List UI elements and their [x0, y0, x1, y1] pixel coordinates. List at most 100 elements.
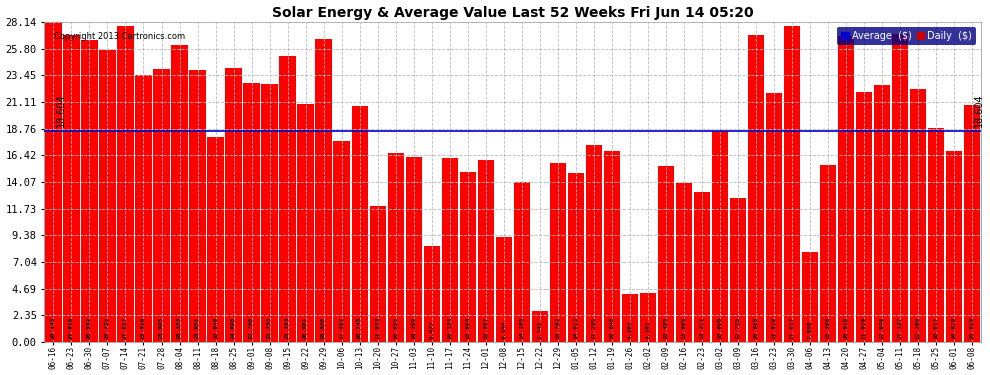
Text: 7.899: 7.899	[807, 320, 813, 339]
Text: 27.127: 27.127	[897, 316, 902, 339]
Bar	[261, 84, 277, 342]
Text: 22.733: 22.733	[267, 316, 272, 339]
Text: 26.916: 26.916	[843, 316, 848, 339]
Text: 11.933: 11.933	[375, 316, 380, 339]
Text: 27.817: 27.817	[789, 316, 794, 339]
Bar	[477, 160, 494, 342]
Bar	[855, 92, 872, 342]
Bar	[604, 151, 620, 342]
Text: 12.718: 12.718	[736, 316, 741, 339]
Bar	[226, 68, 242, 342]
Bar	[99, 50, 116, 342]
Legend: Average  ($), Daily  ($): Average ($), Daily ($)	[838, 27, 976, 45]
Text: 25.722: 25.722	[105, 316, 110, 339]
Text: 4.281: 4.281	[645, 320, 650, 339]
Text: 4.203: 4.203	[628, 320, 633, 339]
Bar	[964, 105, 980, 342]
Bar	[820, 165, 836, 342]
Text: 26.153: 26.153	[177, 316, 182, 339]
Bar	[208, 137, 224, 342]
Text: 25.193: 25.193	[285, 316, 290, 339]
Bar	[694, 192, 710, 342]
Bar	[622, 294, 638, 342]
Text: 15.004: 15.004	[465, 316, 470, 339]
Text: 16.154: 16.154	[447, 316, 452, 339]
Bar	[171, 45, 188, 342]
Text: 23.518: 23.518	[141, 316, 146, 339]
Text: 27.817: 27.817	[123, 316, 128, 339]
Bar	[567, 172, 584, 342]
Text: 24.098: 24.098	[231, 316, 236, 339]
Bar	[316, 39, 332, 342]
Text: 14.912: 14.912	[573, 316, 578, 339]
Text: 17.295: 17.295	[591, 316, 596, 339]
Bar	[406, 157, 422, 342]
Text: 16.269: 16.269	[411, 316, 416, 339]
Text: 26.980: 26.980	[753, 316, 758, 339]
Text: 22.646: 22.646	[879, 316, 884, 339]
Bar	[81, 40, 98, 342]
Bar	[297, 104, 314, 342]
Bar	[549, 163, 566, 342]
Text: 2.745: 2.745	[538, 320, 543, 339]
Text: 28.143: 28.143	[50, 316, 56, 339]
Bar	[63, 35, 79, 342]
Bar	[910, 88, 926, 342]
Text: 23.985: 23.985	[159, 316, 164, 339]
Text: 22.768: 22.768	[249, 316, 254, 339]
Bar	[244, 83, 259, 342]
Text: 16.655: 16.655	[393, 316, 398, 339]
Title: Solar Energy & Average Value Last 52 Weeks Fri Jun 14 05:20: Solar Energy & Average Value Last 52 Wee…	[272, 6, 753, 20]
Text: 21.919: 21.919	[771, 316, 776, 339]
Text: 18.817: 18.817	[934, 316, 939, 339]
Bar	[838, 36, 854, 342]
Bar	[747, 35, 764, 342]
Text: 8.477: 8.477	[429, 320, 435, 339]
Bar	[928, 128, 944, 342]
Bar	[369, 206, 386, 342]
Bar	[657, 166, 674, 342]
Bar	[424, 246, 440, 342]
Text: 27.018: 27.018	[69, 316, 74, 339]
Text: 18.604: 18.604	[974, 93, 984, 127]
Text: 26.552: 26.552	[87, 316, 92, 339]
Bar	[675, 183, 692, 342]
Text: 13.960: 13.960	[681, 316, 686, 339]
Text: 15.987: 15.987	[483, 316, 488, 339]
Text: 20.745: 20.745	[357, 316, 362, 339]
Bar	[892, 34, 908, 342]
Bar	[118, 26, 134, 342]
Text: 16.845: 16.845	[609, 316, 614, 339]
Bar	[730, 198, 745, 342]
Bar	[387, 153, 404, 342]
Text: 20.981: 20.981	[303, 316, 308, 339]
Bar	[945, 151, 962, 342]
Text: 18.600: 18.600	[718, 316, 723, 339]
Text: 16.820: 16.820	[951, 316, 956, 339]
Bar	[279, 56, 296, 342]
Text: 15.495: 15.495	[663, 316, 668, 339]
Bar	[46, 22, 61, 342]
Bar	[784, 26, 800, 342]
Text: 26.666: 26.666	[321, 316, 326, 339]
Bar	[442, 158, 457, 342]
Bar	[712, 130, 728, 342]
Bar	[153, 69, 169, 342]
Bar	[496, 237, 512, 342]
Text: 21.959: 21.959	[861, 316, 866, 339]
Bar	[532, 311, 547, 342]
Bar	[514, 182, 530, 342]
Text: 22.296: 22.296	[916, 316, 921, 339]
Text: 18.049: 18.049	[213, 316, 218, 339]
Bar	[765, 93, 782, 342]
Bar	[874, 85, 890, 342]
Bar	[640, 294, 655, 342]
Text: 20.820: 20.820	[969, 316, 974, 339]
Text: 13.221: 13.221	[699, 316, 704, 339]
Text: 15.568: 15.568	[826, 316, 831, 339]
Bar	[351, 106, 367, 342]
Bar	[802, 252, 818, 342]
Text: 17.692: 17.692	[340, 316, 345, 339]
Text: Copyright 2013 Cartronics.com: Copyright 2013 Cartronics.com	[53, 32, 185, 41]
Bar	[459, 171, 476, 342]
